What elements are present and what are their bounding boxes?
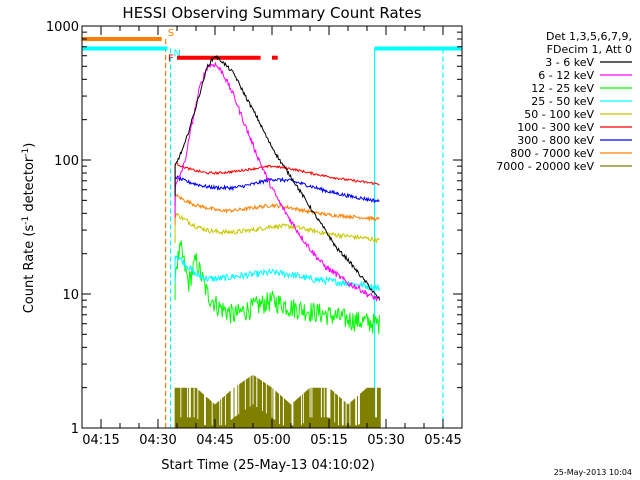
y-tick-label-0: 1 (71, 422, 79, 437)
x-axis-label: Start Time (25-May-13 04:10:02) (161, 458, 375, 473)
x-tick-label-2: 04:45 (196, 433, 233, 448)
legend-header-0: Det 1,3,5,6,7,9, (546, 30, 632, 43)
series-line-8 (174, 375, 381, 428)
chart-title: HESSI Observing Summary Count Rates (122, 4, 421, 22)
legend-label-8: 7000 - 20000 keV (496, 160, 594, 173)
series-line-0 (174, 54, 380, 301)
x-tick-label-1: 04:30 (139, 433, 176, 448)
series-line-6 (174, 175, 380, 207)
y-tick-label-3: 1000 (46, 20, 79, 35)
series-line-7 (174, 193, 380, 225)
y-tick-label-1: 10 (62, 288, 79, 303)
series-line-2 (174, 240, 380, 335)
flag-label-S-0: S (168, 28, 174, 39)
legend-label-2: 12 - 25 keV (531, 82, 594, 95)
legend-header-1: FDecim 1, Att 0 (547, 43, 632, 56)
x-tick-label-6: 05:45 (424, 433, 461, 448)
plot-frame (81, 25, 463, 429)
legend-label-3: 25 - 50 keV (531, 95, 594, 108)
y-tick-label-2: 100 (54, 154, 79, 169)
legend-label-0: 3 - 6 keV (545, 56, 594, 69)
flag-label-F: F (168, 54, 174, 65)
x-tick-label-5: 05:30 (367, 433, 404, 448)
footer-timestamp: 25-May-2013 10:04 (554, 468, 632, 477)
y-axis-label: Count Rate (s-1 detector-1) (21, 143, 37, 314)
series-line-1 (174, 61, 380, 303)
legend: Det 1,3,5,6,7,9,FDecim 1, Att 03 - 6 keV… (496, 30, 632, 173)
x-tick-label-0: 04:15 (82, 433, 119, 448)
legend-label-6: 300 - 800 keV (517, 134, 594, 147)
legend-label-7: 800 - 7000 keV (510, 147, 594, 160)
series-line-4 (174, 212, 380, 244)
series-line-3 (174, 255, 380, 292)
legend-label-1: 6 - 12 keV (538, 69, 594, 82)
series-line-5 (174, 162, 380, 193)
legend-label-5: 100 - 300 keV (517, 121, 594, 134)
flag-label-N-1: N (174, 48, 181, 59)
legend-label-4: 50 - 100 keV (524, 108, 594, 121)
x-tick-label-4: 05:15 (310, 433, 347, 448)
x-tick-label-3: 05:00 (253, 433, 290, 448)
axis-layer: 1 10 100 1000 04:15 04:30 04:45 05:00 05:15 05:30… (46, 20, 463, 448)
data-layer: SNF (82, 28, 462, 428)
